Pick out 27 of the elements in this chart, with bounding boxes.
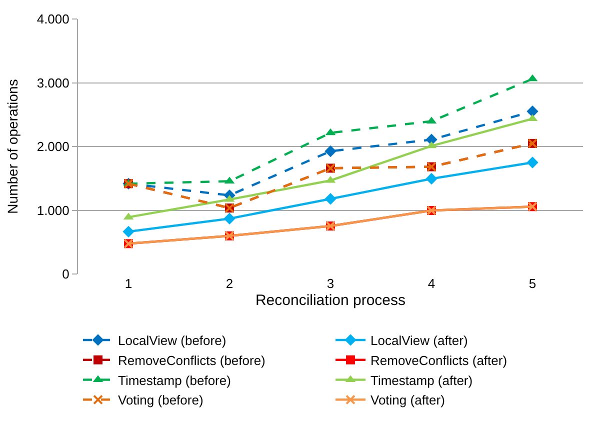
legend-label: RemoveConflicts (after) xyxy=(370,352,508,368)
point xyxy=(122,226,134,238)
x-tick-label: 3 xyxy=(326,276,334,291)
x-tick-label: 2 xyxy=(226,276,234,291)
legend-label: Voting (after) xyxy=(370,392,445,408)
legend-label: LocalView (after) xyxy=(370,333,468,348)
y-tick-label: 1.000 xyxy=(36,202,70,218)
point xyxy=(526,106,538,118)
x-axis-title: Reconciliation process xyxy=(255,292,406,309)
y-axis-title: Number of operations xyxy=(4,79,20,214)
point xyxy=(324,192,336,205)
x-tick-label: 1 xyxy=(124,276,132,291)
y-tick-label: 0 xyxy=(62,266,70,282)
point xyxy=(324,145,336,158)
x-tick-label: 4 xyxy=(428,276,436,291)
y-tick-label: 3.000 xyxy=(36,75,70,90)
x-tick-label: 5 xyxy=(528,276,536,291)
legend-label: Voting (before) xyxy=(118,392,204,408)
legend-label: Timestamp (after) xyxy=(370,372,473,388)
y-tick-label: 4.000 xyxy=(36,12,70,27)
legend-label: Timestamp (before) xyxy=(118,372,231,388)
legend-label: RemoveConflicts (before) xyxy=(118,352,266,368)
point xyxy=(224,212,236,224)
legend-label: LocalView (before) xyxy=(118,333,226,348)
point xyxy=(426,172,438,185)
y-tick-label: 2.000 xyxy=(36,139,70,154)
point xyxy=(526,156,538,168)
